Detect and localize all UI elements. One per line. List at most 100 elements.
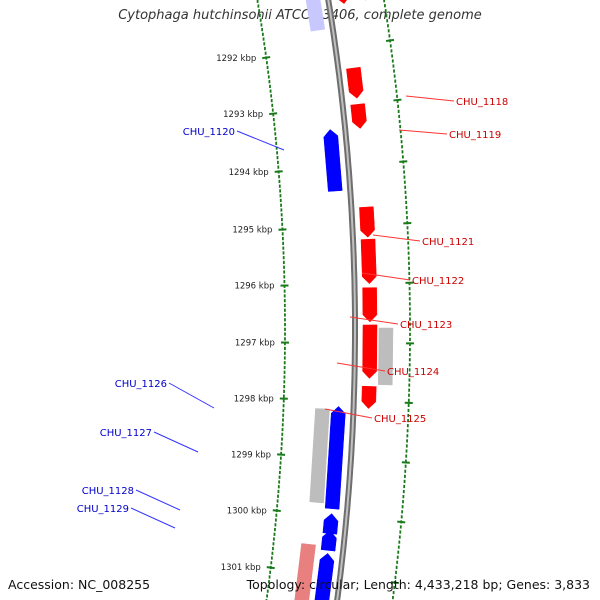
tick-dot-outer [408, 292, 411, 296]
scale-label: 1297 kbp [235, 339, 275, 349]
tick-dot-inner [278, 175, 280, 179]
tick-dot-outer [408, 271, 411, 276]
scale-label: 1296 kbp [234, 282, 274, 292]
tick-dot-inner [283, 265, 285, 269]
scale-ticks: 1292 kbp 1293 kbp 1294 kbp 1295 kbp 1296 kbp… [216, 0, 414, 600]
tick-dot-outer [404, 195, 407, 199]
label-connector [361, 272, 411, 281]
tick-dot-outer [407, 398, 410, 402]
tick-dot-inner [273, 532, 276, 536]
gene-label: CHU_1125 [374, 414, 426, 425]
tick-dot-inner [282, 404, 285, 408]
other-feature-pink [294, 543, 316, 600]
tick-dot-inner [273, 127, 276, 131]
map-title: Cytophaga hutchinsonii ATCC 33406, compl… [118, 8, 482, 23]
tick-dot-outer [388, 34, 391, 38]
tick-dot-inner [273, 122, 276, 126]
tick-dot-outer [387, 29, 390, 33]
tick-dot-inner [267, 75, 270, 79]
tick-dot-inner [260, 23, 263, 27]
tick-dot-inner [283, 289, 286, 293]
tick-dot-inner [267, 584, 270, 589]
tick-dot-outer [408, 373, 411, 377]
tick-dot-inner [270, 556, 273, 560]
tick-dot-outer [398, 540, 401, 544]
tick-dot-inner [267, 70, 270, 74]
major-tick [397, 520, 406, 524]
tick-dot-outer [391, 54, 394, 58]
tick-dot-inner [278, 470, 281, 475]
tick-dot-inner [276, 499, 279, 503]
tick-dot-inner [278, 480, 281, 484]
tick-dot-outer [407, 419, 409, 423]
tick-dot-inner [281, 423, 284, 427]
tick-dot-inner [281, 222, 284, 226]
tick-dot-inner [284, 322, 286, 327]
tick-dot-outer [406, 226, 409, 230]
tick-dot-outer [397, 550, 400, 554]
gene-label: CHU_1121 [422, 237, 474, 248]
tick-dot-inner [271, 108, 274, 112]
tick-dot-inner [282, 408, 285, 413]
tick-dot-outer [394, 84, 397, 88]
tick-dot-outer [399, 124, 402, 129]
tick-dot-inner [283, 385, 286, 389]
tick-dot-outer [402, 489, 405, 494]
tick-dot-outer [385, 14, 388, 18]
tick-dot-outer [408, 388, 411, 392]
tick-dot-inner [272, 117, 275, 122]
other-feature [309, 408, 330, 504]
tick-dot-outer [391, 59, 394, 63]
tick-dot-inner [283, 365, 286, 370]
tick-dot-outer [409, 347, 411, 352]
major-tick [393, 98, 402, 102]
tick-dot-inner [278, 184, 281, 188]
tick-dot-outer [405, 200, 408, 205]
tick-dot-inner [261, 32, 264, 36]
tick-dot-inner [261, 28, 264, 32]
tick-dot-inner [266, 61, 268, 65]
tick-dot-inner [284, 337, 286, 341]
tick-dot-inner [257, 4, 260, 8]
tick-dot-inner [283, 279, 286, 284]
tick-dot-inner [274, 518, 277, 522]
tick-dot-inner [280, 203, 282, 207]
tick-dot-outer [390, 49, 393, 53]
tick-dot-outer [405, 205, 408, 210]
tick-dot-outer [408, 276, 411, 281]
tick-dot-outer [399, 525, 402, 529]
tick-dot-inner [263, 42, 266, 46]
gene-label: CHU_1118 [456, 97, 508, 108]
tick-dot-outer [406, 424, 409, 428]
tick-dot-inner [282, 418, 284, 422]
gene-feature [362, 324, 378, 379]
tick-dot-outer [407, 251, 410, 255]
tick-dot-outer [400, 140, 403, 144]
tick-dot-inner [282, 251, 285, 255]
tick-dot-outer [394, 79, 397, 83]
gene-feature [361, 385, 377, 409]
label-connector [336, 362, 386, 372]
scale-label: 1293 kbp [223, 110, 263, 120]
gene-feature-partial [305, 0, 326, 32]
major-tick [399, 160, 408, 163]
tick-dot-inner [279, 461, 282, 465]
tick-dot-outer [409, 322, 411, 326]
tick-dot-outer [409, 332, 411, 336]
label-connector [372, 234, 421, 242]
tick-dot-outer [398, 119, 401, 124]
gene-label: CHU_1120 [183, 127, 235, 138]
tick-dot-inner [274, 136, 277, 141]
gene-feature [320, 530, 337, 552]
tick-dot-inner [282, 260, 285, 265]
tick-dot-outer [403, 484, 406, 489]
major-tick [277, 453, 286, 456]
tick-dot-outer [408, 307, 411, 311]
label-connector [405, 95, 455, 102]
tick-dot-outer [408, 383, 411, 387]
tick-dot-inner [282, 256, 285, 260]
tick-dot-inner [266, 594, 269, 598]
gene-feature [324, 406, 346, 510]
tick-dot-outer [405, 449, 408, 453]
